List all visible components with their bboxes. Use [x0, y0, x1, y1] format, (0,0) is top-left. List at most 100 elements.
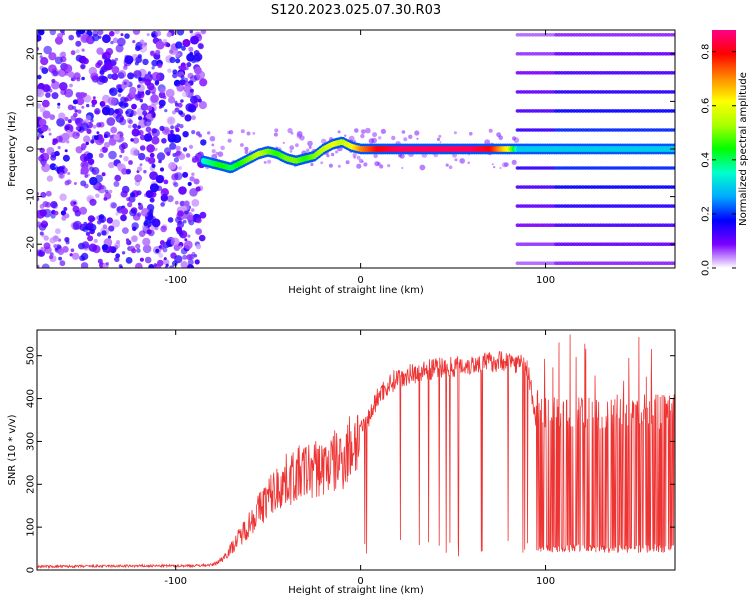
noise-mark	[137, 84, 141, 88]
noise-mark	[282, 141, 285, 144]
noise-mark	[76, 92, 83, 99]
noise-mark	[70, 248, 75, 252]
noise-mark	[337, 164, 341, 168]
noise-mark	[142, 110, 148, 116]
noise-mark	[64, 149, 68, 153]
noise-mark	[67, 71, 75, 78]
noise-mark	[93, 238, 99, 244]
noise-mark	[128, 160, 133, 165]
noise-mark	[137, 166, 143, 172]
noise-mark	[72, 105, 77, 110]
noise-mark	[158, 105, 162, 109]
noise-mark	[496, 132, 501, 138]
noise-mark	[127, 124, 132, 129]
noise-mark	[147, 132, 152, 136]
noise-mark	[139, 99, 143, 103]
noise-mark	[139, 145, 146, 151]
noise-mark	[365, 127, 371, 134]
noise-mark	[89, 198, 97, 206]
noise-mark	[153, 263, 158, 267]
snr-xtick-label: -100	[164, 576, 187, 587]
noise-mark	[81, 48, 85, 52]
noise-mark	[73, 182, 77, 185]
noise-mark	[162, 39, 167, 43]
noise-mark	[66, 140, 70, 144]
noise-mark	[83, 156, 88, 161]
noise-mark	[102, 34, 111, 44]
noise-mark	[176, 30, 185, 36]
noise-mark	[240, 129, 245, 134]
noise-mark	[116, 84, 122, 90]
noise-mark	[121, 251, 126, 255]
noise-mark	[41, 125, 47, 132]
noise-mark	[42, 110, 51, 119]
noise-mark	[132, 123, 138, 129]
noise-mark	[134, 174, 143, 183]
noise-mark	[111, 73, 119, 81]
noise-mark	[43, 235, 49, 241]
noise-mark	[178, 186, 187, 195]
noise-mark	[95, 193, 100, 198]
noise-mark	[372, 132, 378, 138]
noise-mark	[67, 119, 72, 124]
noise-mark	[120, 33, 124, 37]
noise-mark	[97, 258, 103, 264]
noise-mark	[120, 214, 127, 222]
noise-mark	[191, 130, 196, 135]
noise-mark	[51, 80, 60, 90]
noise-mark	[41, 99, 50, 108]
noise-mark	[135, 56, 143, 64]
noise-mark	[92, 96, 96, 100]
noise-mark	[48, 132, 52, 136]
snr-ytick-label: 0	[26, 567, 37, 573]
noise-mark	[110, 126, 118, 134]
colorbar-tick-label: 0.4	[701, 152, 712, 168]
noise-mark	[274, 128, 279, 133]
noise-mark	[72, 220, 82, 230]
noise-mark	[61, 132, 70, 141]
noise-mark	[191, 115, 197, 121]
noise-mark	[108, 150, 117, 160]
noise-mark	[103, 131, 111, 138]
noise-mark	[81, 241, 90, 249]
noise-mark	[155, 30, 162, 37]
noise-mark	[130, 138, 134, 142]
noise-mark	[117, 37, 126, 47]
noise-mark	[151, 163, 156, 168]
noise-mark	[187, 104, 197, 113]
noise-mark	[48, 64, 57, 73]
noise-mark	[151, 113, 156, 119]
noise-mark	[96, 122, 102, 128]
noise-mark	[143, 118, 152, 127]
noise-mark	[252, 132, 256, 135]
noise-mark	[146, 229, 152, 235]
noise-mark	[63, 167, 68, 173]
noise-mark	[97, 60, 103, 66]
spectrogram-ytick-label: 10	[26, 95, 37, 108]
spectrogram-ytick-label: -20	[26, 236, 37, 252]
noise-mark	[363, 162, 368, 167]
noise-mark	[167, 117, 175, 124]
noise-mark	[193, 178, 200, 185]
noise-mark	[37, 74, 42, 80]
noise-mark	[184, 238, 188, 242]
noise-mark	[401, 130, 406, 134]
noise-mark	[108, 161, 115, 169]
noise-mark	[50, 201, 58, 209]
noise-mark	[199, 78, 208, 87]
noise-mark	[97, 220, 102, 225]
noise-mark	[92, 33, 100, 42]
noise-mark	[198, 101, 207, 110]
noise-mark	[180, 261, 188, 268]
spectrogram-ytick-label: 0	[26, 146, 37, 152]
harmonic-mark	[672, 166, 675, 170]
noise-mark	[45, 190, 52, 197]
noise-mark	[170, 237, 180, 247]
noise-mark	[80, 34, 89, 43]
noise-mark	[59, 193, 67, 201]
noise-mark	[108, 138, 117, 146]
noise-mark	[154, 80, 160, 85]
noise-mark	[112, 37, 119, 44]
noise-mark	[129, 192, 136, 198]
noise-mark	[360, 133, 365, 139]
